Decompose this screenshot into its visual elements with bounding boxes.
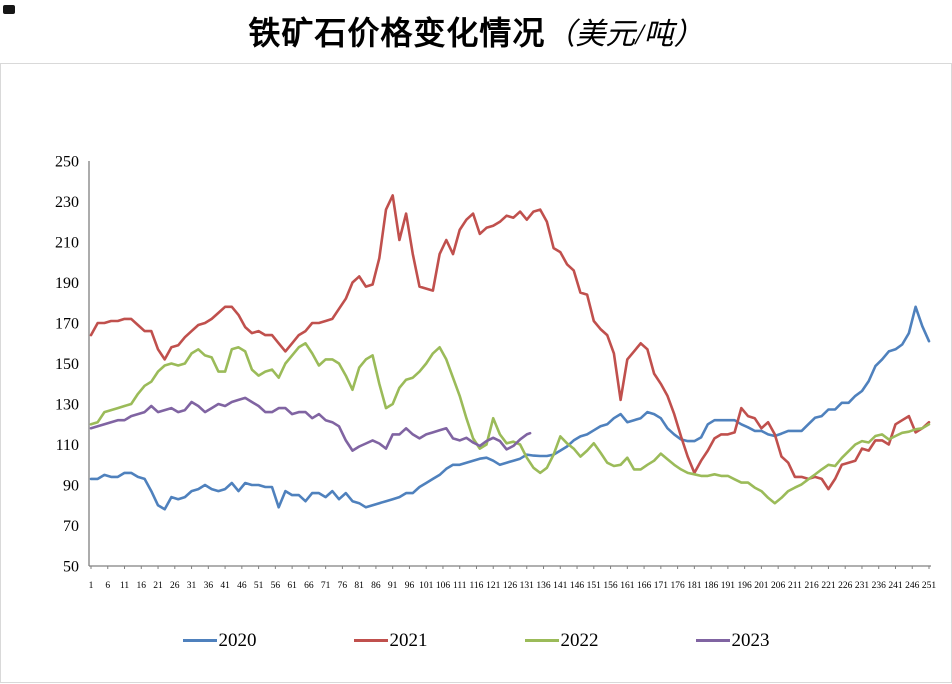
y-tick-label: 90 (63, 478, 79, 495)
chart-legend: 2020 2021 2022 2023 (1, 631, 951, 650)
corner-artifact-mark (3, 5, 15, 14)
x-tick-label: 111 (453, 581, 467, 591)
x-tick-label: 246 (905, 581, 920, 591)
x-tick-label: 126 (503, 581, 518, 591)
x-tick-label: 171 (654, 581, 669, 591)
x-tick-label: 46 (237, 581, 247, 591)
y-tick-label: 150 (55, 356, 79, 373)
x-tick-label: 71 (321, 581, 331, 591)
legend-swatch-2020 (182, 639, 217, 642)
legend-label-2022: 2022 (560, 630, 599, 651)
x-tick-label: 166 (637, 581, 652, 591)
x-tick-label: 131 (520, 581, 535, 591)
legend-item-2020[interactable]: 2020 (182, 630, 257, 651)
x-tick-label: 236 (872, 581, 887, 591)
x-tick-label: 216 (805, 581, 820, 591)
x-tick-label: 211 (788, 581, 802, 591)
x-tick-label: 41 (220, 581, 230, 591)
y-tick-label: 190 (55, 275, 79, 292)
legend-label-2023: 2023 (731, 630, 770, 651)
x-tick-label: 91 (388, 581, 398, 591)
y-tick-label: 130 (55, 397, 79, 414)
chart-title: 铁矿石价格变化情况（美元/吨） (0, 8, 952, 54)
legend-item-2021[interactable]: 2021 (353, 630, 428, 651)
x-tick-label: 146 (570, 581, 585, 591)
x-tick-label: 156 (603, 581, 618, 591)
legend-swatch-2022 (524, 639, 559, 642)
x-tick-label: 66 (304, 581, 314, 591)
y-tick-label: 70 (63, 518, 79, 535)
x-tick-label: 106 (436, 581, 451, 591)
y-tick-label: 250 (55, 154, 79, 171)
x-tick-label: 21 (153, 581, 163, 591)
legend-item-2022[interactable]: 2022 (524, 630, 599, 651)
chart-title-main: 铁矿石价格变化情况 (248, 14, 546, 52)
x-tick-label: 96 (405, 581, 415, 591)
series-line-2023 (89, 396, 532, 452)
x-tick-label: 191 (721, 581, 736, 591)
x-tick-label: 226 (838, 581, 853, 591)
x-tick-label: 121 (486, 581, 501, 591)
x-tick-label: 196 (738, 581, 753, 591)
y-tick-label: 230 (55, 194, 79, 211)
x-tick-label: 1 (89, 581, 94, 591)
x-tick-label: 26 (170, 581, 180, 591)
x-tick-label: 251 (922, 581, 937, 591)
x-tick-label: 36 (204, 581, 214, 591)
y-tick-label: 170 (55, 316, 79, 333)
x-tick-label: 241 (888, 581, 903, 591)
x-tick-label: 181 (687, 581, 702, 591)
x-tick-label: 116 (470, 581, 484, 591)
x-tick-label: 31 (187, 581, 197, 591)
x-tick-label: 186 (704, 581, 719, 591)
x-tick-label: 206 (771, 581, 786, 591)
series-line-2022 (89, 341, 931, 505)
y-tick-label: 50 (63, 559, 79, 576)
x-tick-label: 51 (254, 581, 264, 591)
x-tick-label: 151 (587, 581, 602, 591)
legend-swatch-2021 (353, 639, 388, 642)
x-tick-label: 231 (855, 581, 870, 591)
legend-label-2021: 2021 (389, 630, 428, 651)
y-tick-label: 210 (55, 235, 79, 252)
chart-title-unit: （美元/吨） (545, 18, 704, 51)
series-line-2020 (89, 305, 931, 511)
x-tick-label: 141 (553, 581, 568, 591)
y-tick-label: 110 (56, 437, 79, 454)
x-tick-label: 201 (754, 581, 769, 591)
x-tick-label: 11 (120, 581, 129, 591)
x-tick-label: 61 (287, 581, 297, 591)
series-line-2021 (89, 194, 931, 491)
legend-item-2023[interactable]: 2023 (695, 630, 770, 651)
x-tick-label: 136 (536, 581, 551, 591)
x-tick-label: 86 (371, 581, 381, 591)
x-tick-label: 6 (105, 581, 110, 591)
chart-container: 50 70 90 110 130 150 170 190 210 230 250 1 6 11 16 21 26… (0, 63, 952, 683)
x-tick-label: 76 (338, 581, 348, 591)
x-tick-label: 101 (419, 581, 434, 591)
x-tick-label: 81 (354, 581, 364, 591)
x-tick-label: 161 (620, 581, 635, 591)
x-tick-label: 16 (137, 581, 147, 591)
x-tick-label: 56 (271, 581, 281, 591)
x-tick-label: 221 (821, 581, 836, 591)
x-tick-label: 176 (670, 581, 685, 591)
legend-label-2020: 2020 (218, 630, 257, 651)
legend-swatch-2023 (695, 639, 730, 642)
